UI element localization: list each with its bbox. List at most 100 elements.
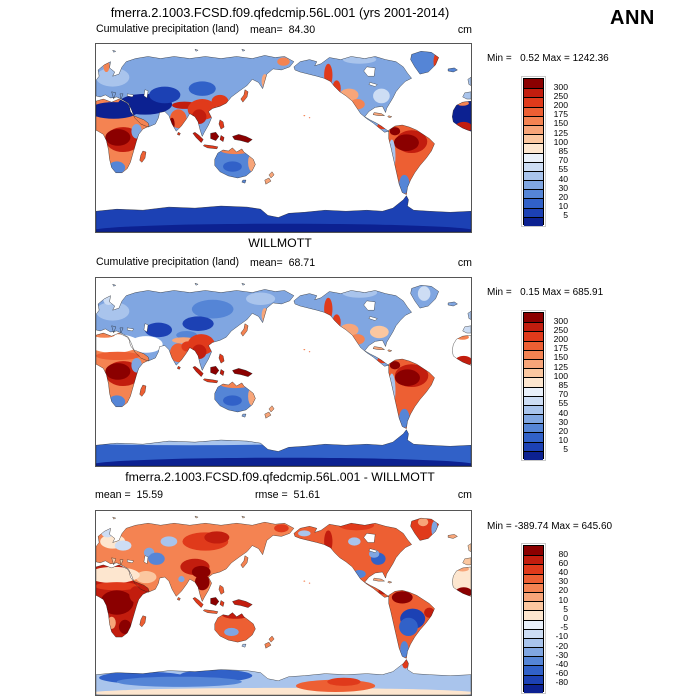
colorbar-cell <box>524 395 543 405</box>
colorbar-tick-label: 20 <box>558 425 568 436</box>
colorbar-tick-label: 40 <box>558 407 568 418</box>
colorbar-tick-label: 10 <box>558 594 568 605</box>
colorbar-cell <box>524 573 543 583</box>
colorbar-tick-label: 100 <box>553 136 568 147</box>
colorbar-cell <box>524 582 543 592</box>
panel1-colorbar: 300 250 200 175 150 125 100 85 70 55 40 30 20 10 5 <box>521 76 593 227</box>
panel1-mean-stat: mean= 84.30 <box>250 24 316 36</box>
colorbar-cell <box>524 591 543 602</box>
colorbar-cell <box>524 189 543 199</box>
colorbar-cell <box>524 124 543 135</box>
colorbar-tick-label: 5 <box>563 210 568 221</box>
colorbar-tick-label: 70 <box>558 389 568 400</box>
colorbar-tick-label: 250 <box>553 324 568 335</box>
colorbar-cell <box>524 88 543 98</box>
colorbar-cell <box>524 386 543 396</box>
colorbar-cell <box>524 358 543 369</box>
colorbar-tick-label: 70 <box>558 155 568 166</box>
season-label: ANN <box>610 7 655 29</box>
colorbar-tick-label: -60 <box>555 668 568 679</box>
map-panel-2-willmott-observations <box>95 277 472 467</box>
colorbar-tick-label: 250 <box>553 90 568 101</box>
colorbar-cell <box>524 349 543 359</box>
panel3-rmse-stat: rmse = 51.61 <box>255 489 321 501</box>
colorbar-cell <box>524 674 543 684</box>
colorbar-tick-label: 85 <box>558 146 568 156</box>
map-panel-1-model-precipitation <box>95 43 472 233</box>
colorbar-cell <box>524 216 543 226</box>
colorbar-cell <box>524 423 543 433</box>
colorbar-cell <box>524 161 543 171</box>
colorbar-cell <box>524 134 543 144</box>
colorbar-cell <box>524 628 543 638</box>
colorbar-cell <box>524 180 543 190</box>
colorbar-cell <box>524 170 543 181</box>
colorbar-cell <box>524 377 543 387</box>
colorbar-tick-label: -30 <box>555 649 568 660</box>
colorbar-tick-label: 20 <box>558 585 568 596</box>
colorbar-tick-label: -5 <box>560 622 568 633</box>
colorbar-tick-label: 200 <box>553 100 568 111</box>
colorbar-tick-label: 150 <box>553 118 568 129</box>
panel1-variable-label: Cumulative precipitation (land) <box>96 23 240 35</box>
panel2-variable-label: Cumulative precipitation (land) <box>96 256 240 268</box>
colorbar-cell <box>524 368 543 378</box>
colorbar-cell <box>524 432 543 442</box>
colorbar-cell <box>524 546 543 556</box>
panel2-title: WILLMOTT <box>248 236 312 250</box>
colorbar-tick-label: 10 <box>558 201 568 212</box>
colorbar-tick-label: 125 <box>553 361 568 372</box>
colorbar-cell <box>524 619 543 629</box>
colorbar-tick-label: 60 <box>558 557 568 568</box>
panel3-minmax: Min = -389.74 Max = 645.60 <box>487 521 613 532</box>
colorbar-cell <box>524 331 543 341</box>
colorbar-ramp <box>521 310 546 461</box>
colorbar-tick-label: 40 <box>558 173 568 184</box>
colorbar-cell <box>524 97 543 107</box>
colorbar-cell <box>524 665 543 675</box>
colorbar-cell <box>524 143 543 153</box>
colorbar-cell <box>524 683 543 693</box>
colorbar-cell <box>524 340 543 350</box>
colorbar-cell <box>524 198 543 208</box>
colorbar-tick-label: 0 <box>563 613 568 623</box>
colorbar-cell <box>524 207 543 217</box>
colorbar-tick-label: 40 <box>558 567 568 578</box>
panel3-title: fmerra.2.1003.FCSD.f09.qfedcmip.56L.001 … <box>125 470 435 484</box>
colorbar-cell <box>524 441 543 451</box>
colorbar-cell <box>524 647 543 657</box>
panel1-units-label: cm <box>457 24 472 36</box>
colorbar-ramp <box>521 543 546 694</box>
colorbar-tick-label: 85 <box>558 380 568 390</box>
colorbar-cell <box>524 322 543 332</box>
colorbar-tick-label: 10 <box>558 435 568 446</box>
colorbar-tick-label: -20 <box>555 640 568 651</box>
panel2-units-label: cm <box>457 257 472 269</box>
panel3-colorbar: 80 60 40 30 20 10 5 0 -5 -10 -20 -30 -40 -60 -80 <box>521 543 593 694</box>
colorbar-tick-label: 5 <box>563 603 568 614</box>
colorbar-cell <box>524 601 543 611</box>
colorbar-cell <box>524 414 543 424</box>
colorbar-cell <box>524 106 543 116</box>
colorbar-tick-label: 300 <box>553 315 568 326</box>
world-map-difference <box>96 515 471 695</box>
colorbar-tick-label: 200 <box>553 334 568 345</box>
colorbar-tick-label: 20 <box>558 191 568 202</box>
colorbar-ramp <box>521 76 546 227</box>
colorbar-cell <box>524 450 543 460</box>
colorbar-tick-label: 175 <box>553 343 568 354</box>
colorbar-cell <box>524 313 543 323</box>
colorbar-tick-label: 80 <box>558 548 568 559</box>
figure-main-title: fmerra.2.1003.FCSD.f09.qfedcmip.56L.001 … <box>110 5 450 20</box>
colorbar-tick-label: 100 <box>553 370 568 381</box>
colorbar-cell <box>524 115 543 125</box>
colorbar-tick-label: 5 <box>563 444 568 455</box>
colorbar-cell <box>524 637 543 648</box>
panel2-colorbar: 300 250 200 175 150 125 100 85 70 55 40 30 20 10 5 <box>521 310 593 461</box>
colorbar-cell <box>524 555 543 565</box>
colorbar-tick-label: 30 <box>558 576 568 587</box>
world-map-model <box>96 49 471 232</box>
colorbar-cell <box>524 404 543 415</box>
panel1-minmax: Min = 0.52 Max = 1242.36 <box>487 53 609 64</box>
